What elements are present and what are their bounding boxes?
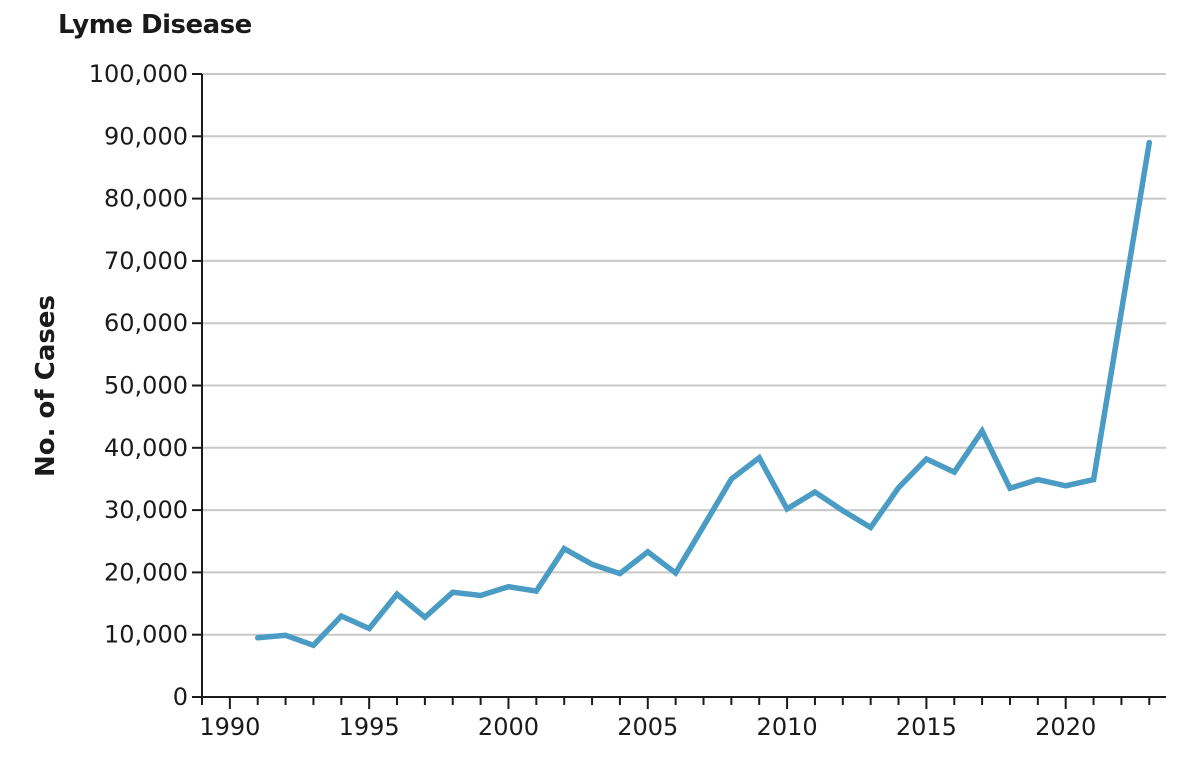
y-tick-label-2: 20,000 xyxy=(104,558,188,586)
y-tick-label-7: 70,000 xyxy=(104,247,188,275)
y-tick-label-1: 10,000 xyxy=(104,621,188,649)
x-tick-label-3: 2005 xyxy=(617,713,678,741)
x-tick-label-1: 1995 xyxy=(339,713,400,741)
x-tick-label-0: 1990 xyxy=(199,713,260,741)
y-tick-label-10: 100,000 xyxy=(89,60,188,88)
y-tick-label-6: 60,000 xyxy=(104,309,188,337)
x-tick-label-5: 2015 xyxy=(896,713,957,741)
y-tick-label-5: 50,000 xyxy=(104,372,188,400)
y-tick-label-4: 40,000 xyxy=(104,434,188,462)
y-tick-label-3: 30,000 xyxy=(104,496,188,524)
series-line-0 xyxy=(254,139,1153,649)
y-tick-label-9: 90,000 xyxy=(104,122,188,150)
x-tick-label-4: 2010 xyxy=(757,713,818,741)
y-tick-label-0: 0 xyxy=(173,683,188,711)
chart-title: Lyme Disease xyxy=(58,10,252,40)
y-tick-label-8: 80,000 xyxy=(104,185,188,213)
x-tick-label-6: 2020 xyxy=(1035,713,1096,741)
x-tick-label-2: 2000 xyxy=(478,713,539,741)
